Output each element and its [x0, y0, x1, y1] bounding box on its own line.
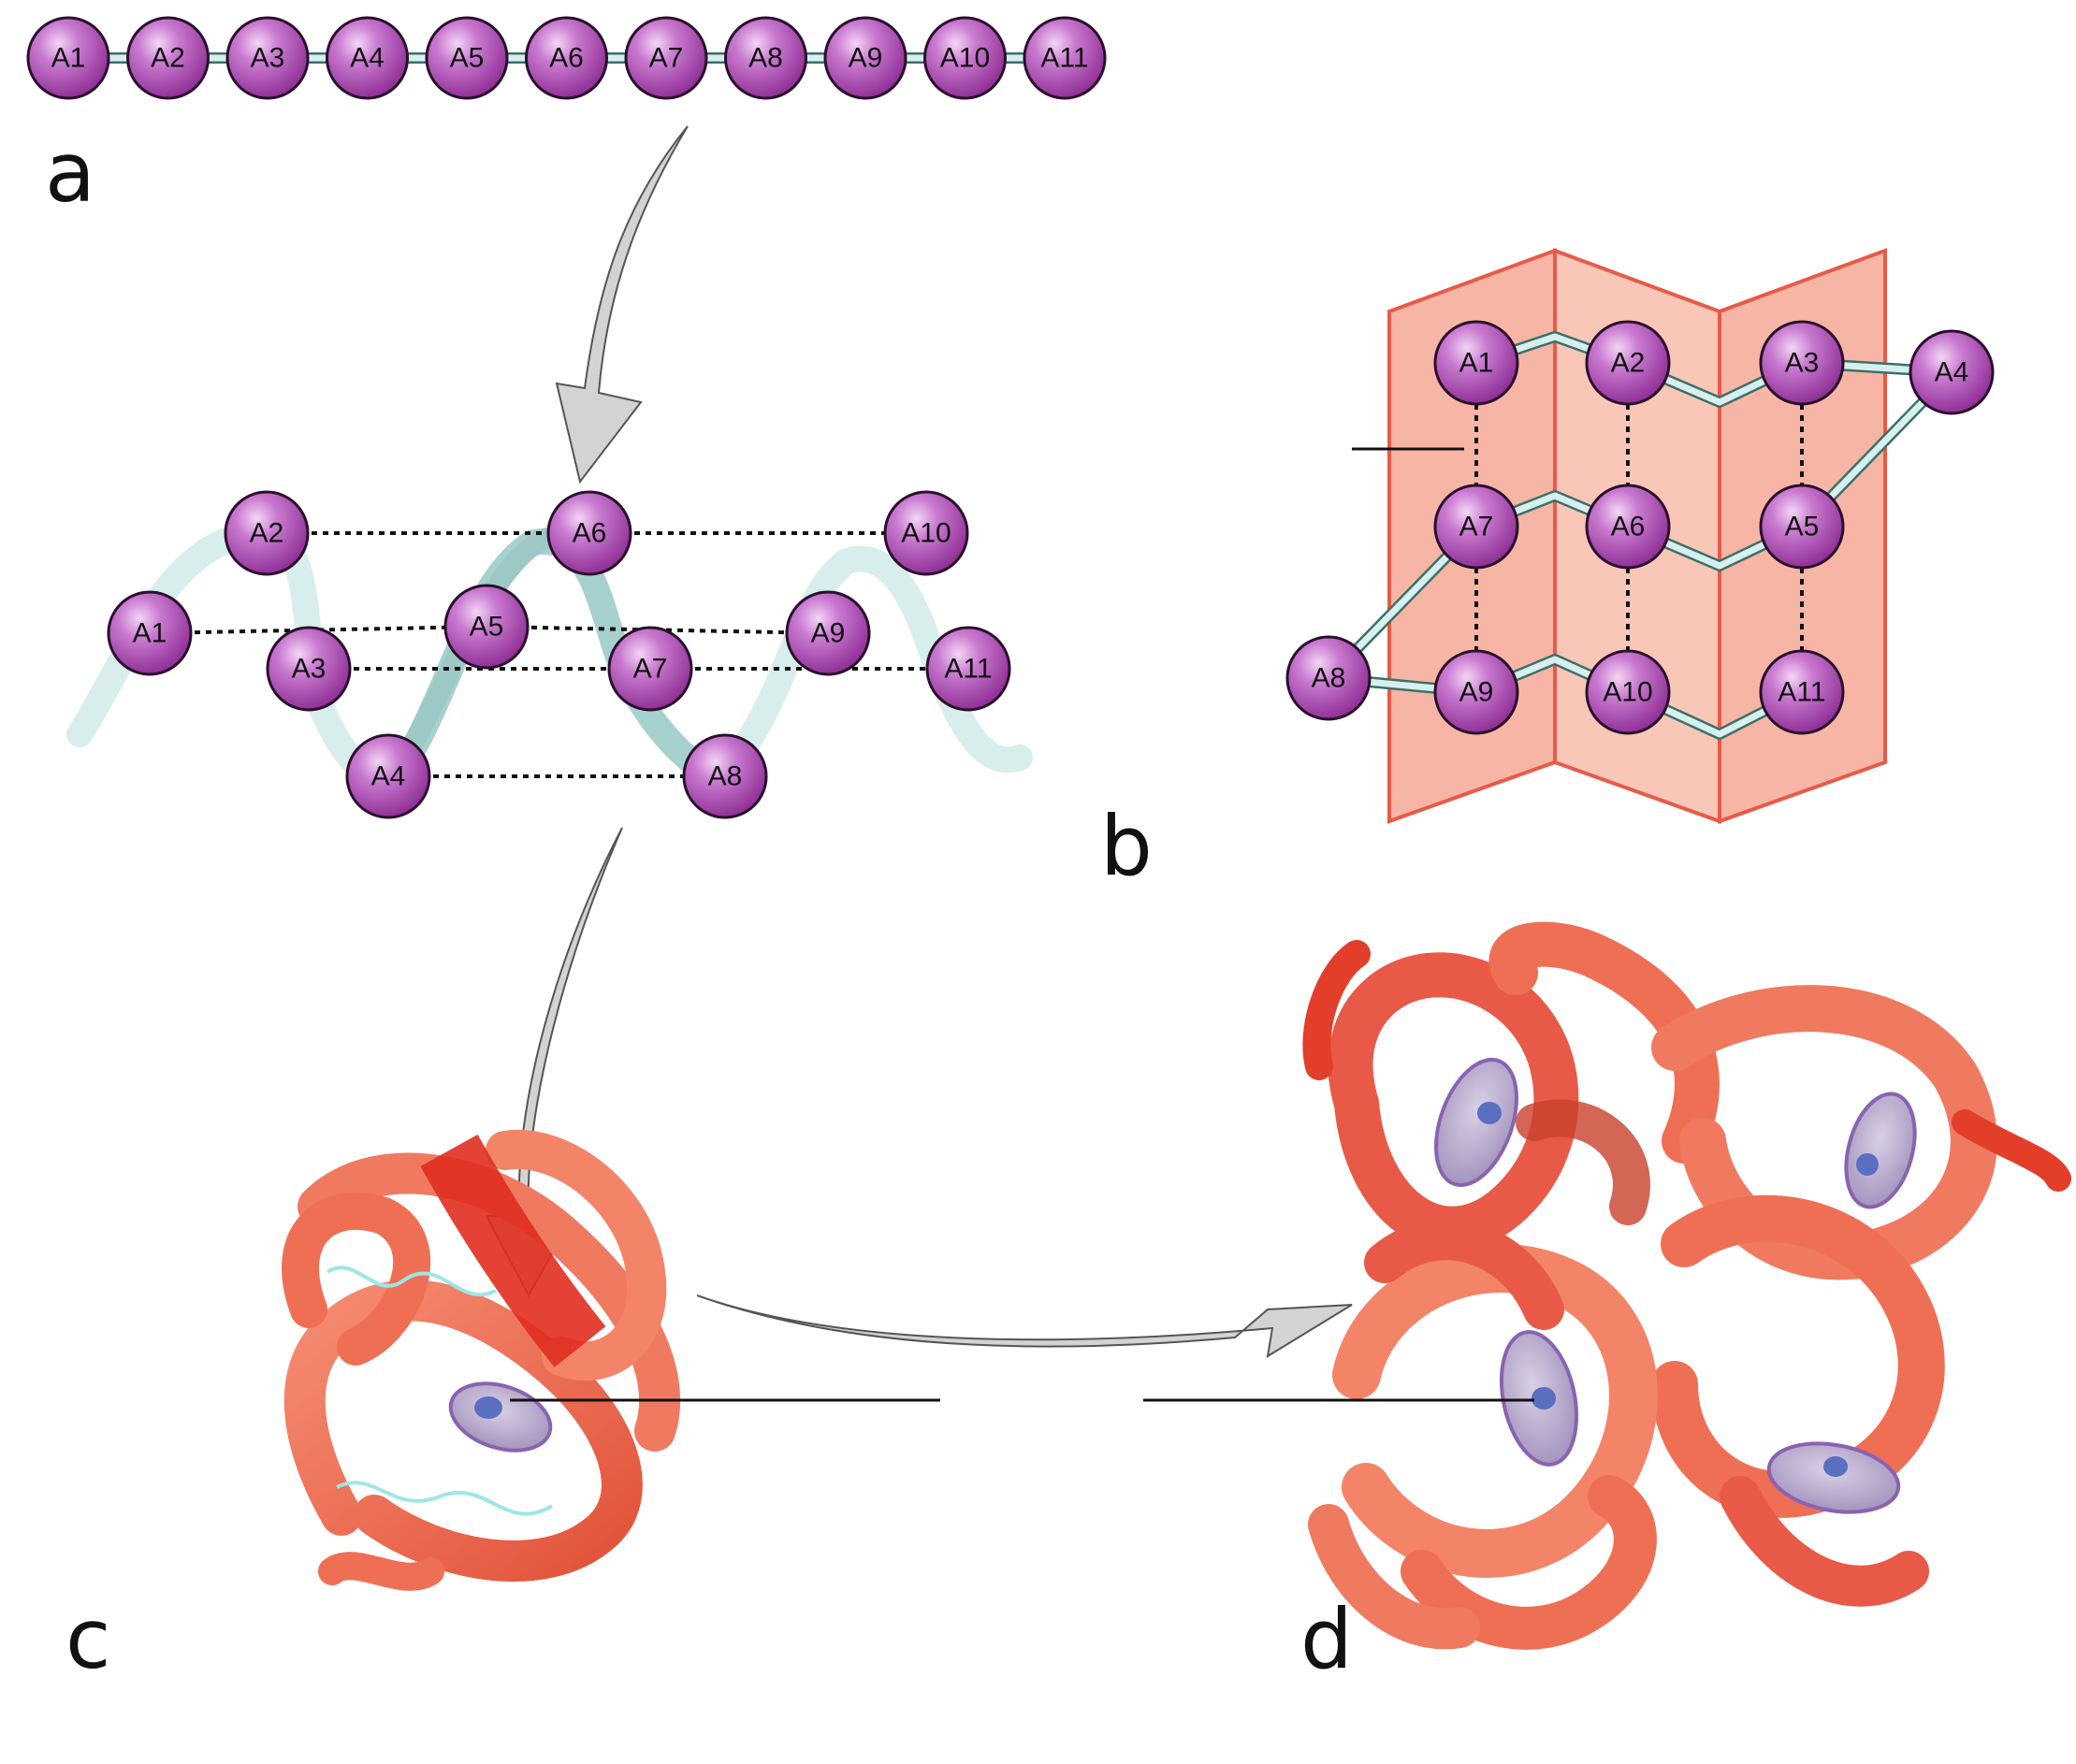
- residue-a3: A3: [1759, 320, 1845, 406]
- alpha-helix: [66, 519, 1033, 790]
- residue-a1: A1: [107, 590, 193, 676]
- residue-a7: A7: [1433, 484, 1519, 570]
- residue-label: A3: [292, 654, 327, 685]
- residue-label: A2: [250, 518, 284, 549]
- residue-a6: A6: [525, 16, 608, 100]
- residue-a10: A10: [923, 16, 1007, 100]
- residue-label: A3: [1785, 348, 1820, 379]
- primary-chain: A1 A2 A3 A4 A5 A6 A7 A8 A9 A10 A11: [26, 16, 1107, 100]
- heme-disc-icon: [1844, 1092, 1917, 1209]
- residue-label: A11: [944, 654, 992, 685]
- residue-a8: A8: [682, 733, 768, 819]
- residue-label: A3: [251, 43, 285, 74]
- residue-a7: A7: [624, 16, 708, 100]
- heme-disc-icon: [1499, 1330, 1579, 1467]
- residue-label: A10: [940, 43, 990, 74]
- residue-label: A5: [470, 612, 504, 643]
- residue-a7: A7: [607, 626, 693, 712]
- residue-label: A10: [901, 518, 951, 549]
- residue-a5: A5: [425, 16, 509, 100]
- residue-a2: A2: [224, 490, 310, 576]
- heme-disc-icon: [1766, 1441, 1901, 1514]
- residue-label: A8: [708, 761, 743, 792]
- residue-label: A8: [1312, 663, 1346, 694]
- residue-label: A11: [1040, 43, 1088, 74]
- residue-label: A7: [649, 43, 684, 74]
- residue-a5: A5: [443, 584, 530, 670]
- residue-a1: A1: [26, 16, 110, 100]
- residue-label: A1: [133, 618, 167, 649]
- residue-a11: A11: [1023, 16, 1107, 100]
- curved-arrow-icon: [555, 125, 689, 484]
- residue-a8: A8: [1285, 635, 1372, 721]
- residue-label: A7: [633, 654, 668, 685]
- quaternary-structure: [1143, 921, 2071, 1650]
- residue-label: A1: [51, 43, 86, 74]
- residue-label: A2: [1611, 348, 1646, 379]
- residue-a2: A2: [126, 16, 210, 100]
- residue-a11: A11: [925, 626, 1011, 712]
- residue-label: A8: [748, 43, 783, 74]
- panel-label-d: d: [1300, 1591, 1353, 1687]
- residue-a5: A5: [1759, 484, 1845, 570]
- residue-label: A9: [849, 43, 883, 74]
- residue-a4: A4: [345, 733, 431, 819]
- residue-a6: A6: [546, 490, 632, 576]
- residue-label: A9: [811, 618, 846, 649]
- residue-label: A10: [1603, 677, 1652, 708]
- residue-label: A9: [1459, 677, 1494, 708]
- residue-a4: A4: [326, 16, 409, 100]
- residue-label: A2: [151, 43, 185, 74]
- residue-a9: A9: [823, 16, 907, 100]
- residue-a1: A1: [1433, 320, 1519, 406]
- residue-a10: A10: [1585, 649, 1671, 735]
- residue-label: A5: [1785, 512, 1820, 542]
- residue-a2: A2: [1585, 320, 1671, 406]
- residue-a9: A9: [1433, 649, 1519, 735]
- panel-label-c: c: [65, 1591, 110, 1687]
- sheet-residues: A1 A2 A3 A4 A7 A6 A5 A8 A9 A10 A11: [1285, 320, 1995, 735]
- residue-label: A1: [1459, 348, 1494, 379]
- residue-label: A7: [1459, 512, 1494, 542]
- residue-a8: A8: [724, 16, 807, 100]
- residue-a9: A9: [785, 590, 871, 676]
- residue-label: A4: [1935, 357, 1969, 388]
- residue-a4: A4: [1909, 329, 1995, 415]
- residue-label: A6: [573, 518, 607, 549]
- heme-disc-icon: [448, 1381, 553, 1453]
- heme-disc-icon: [1434, 1057, 1518, 1188]
- residue-a11: A11: [1759, 649, 1845, 735]
- residue-a10: A10: [883, 490, 969, 576]
- curved-arrow-icon: [696, 1294, 1353, 1358]
- residue-label: A4: [350, 43, 385, 74]
- residue-label: A6: [1611, 512, 1646, 542]
- panel-label-a: a: [45, 124, 95, 221]
- sheet-hydrogen-bonds: [1474, 404, 1804, 651]
- residue-a6: A6: [1585, 484, 1671, 570]
- panel-label-b: b: [1100, 798, 1153, 894]
- residue-label: A6: [549, 43, 584, 74]
- tertiary-structure: [282, 1129, 940, 1591]
- residue-a3: A3: [225, 16, 310, 100]
- residue-label: A11: [1778, 677, 1825, 708]
- helix-residues: A1 A2 A3 A4 A5 A6 A7 A8 A9 A10 A11: [107, 490, 1011, 819]
- residue-label: A5: [450, 43, 485, 74]
- residue-a3: A3: [266, 626, 352, 712]
- residue-label: A4: [371, 761, 406, 792]
